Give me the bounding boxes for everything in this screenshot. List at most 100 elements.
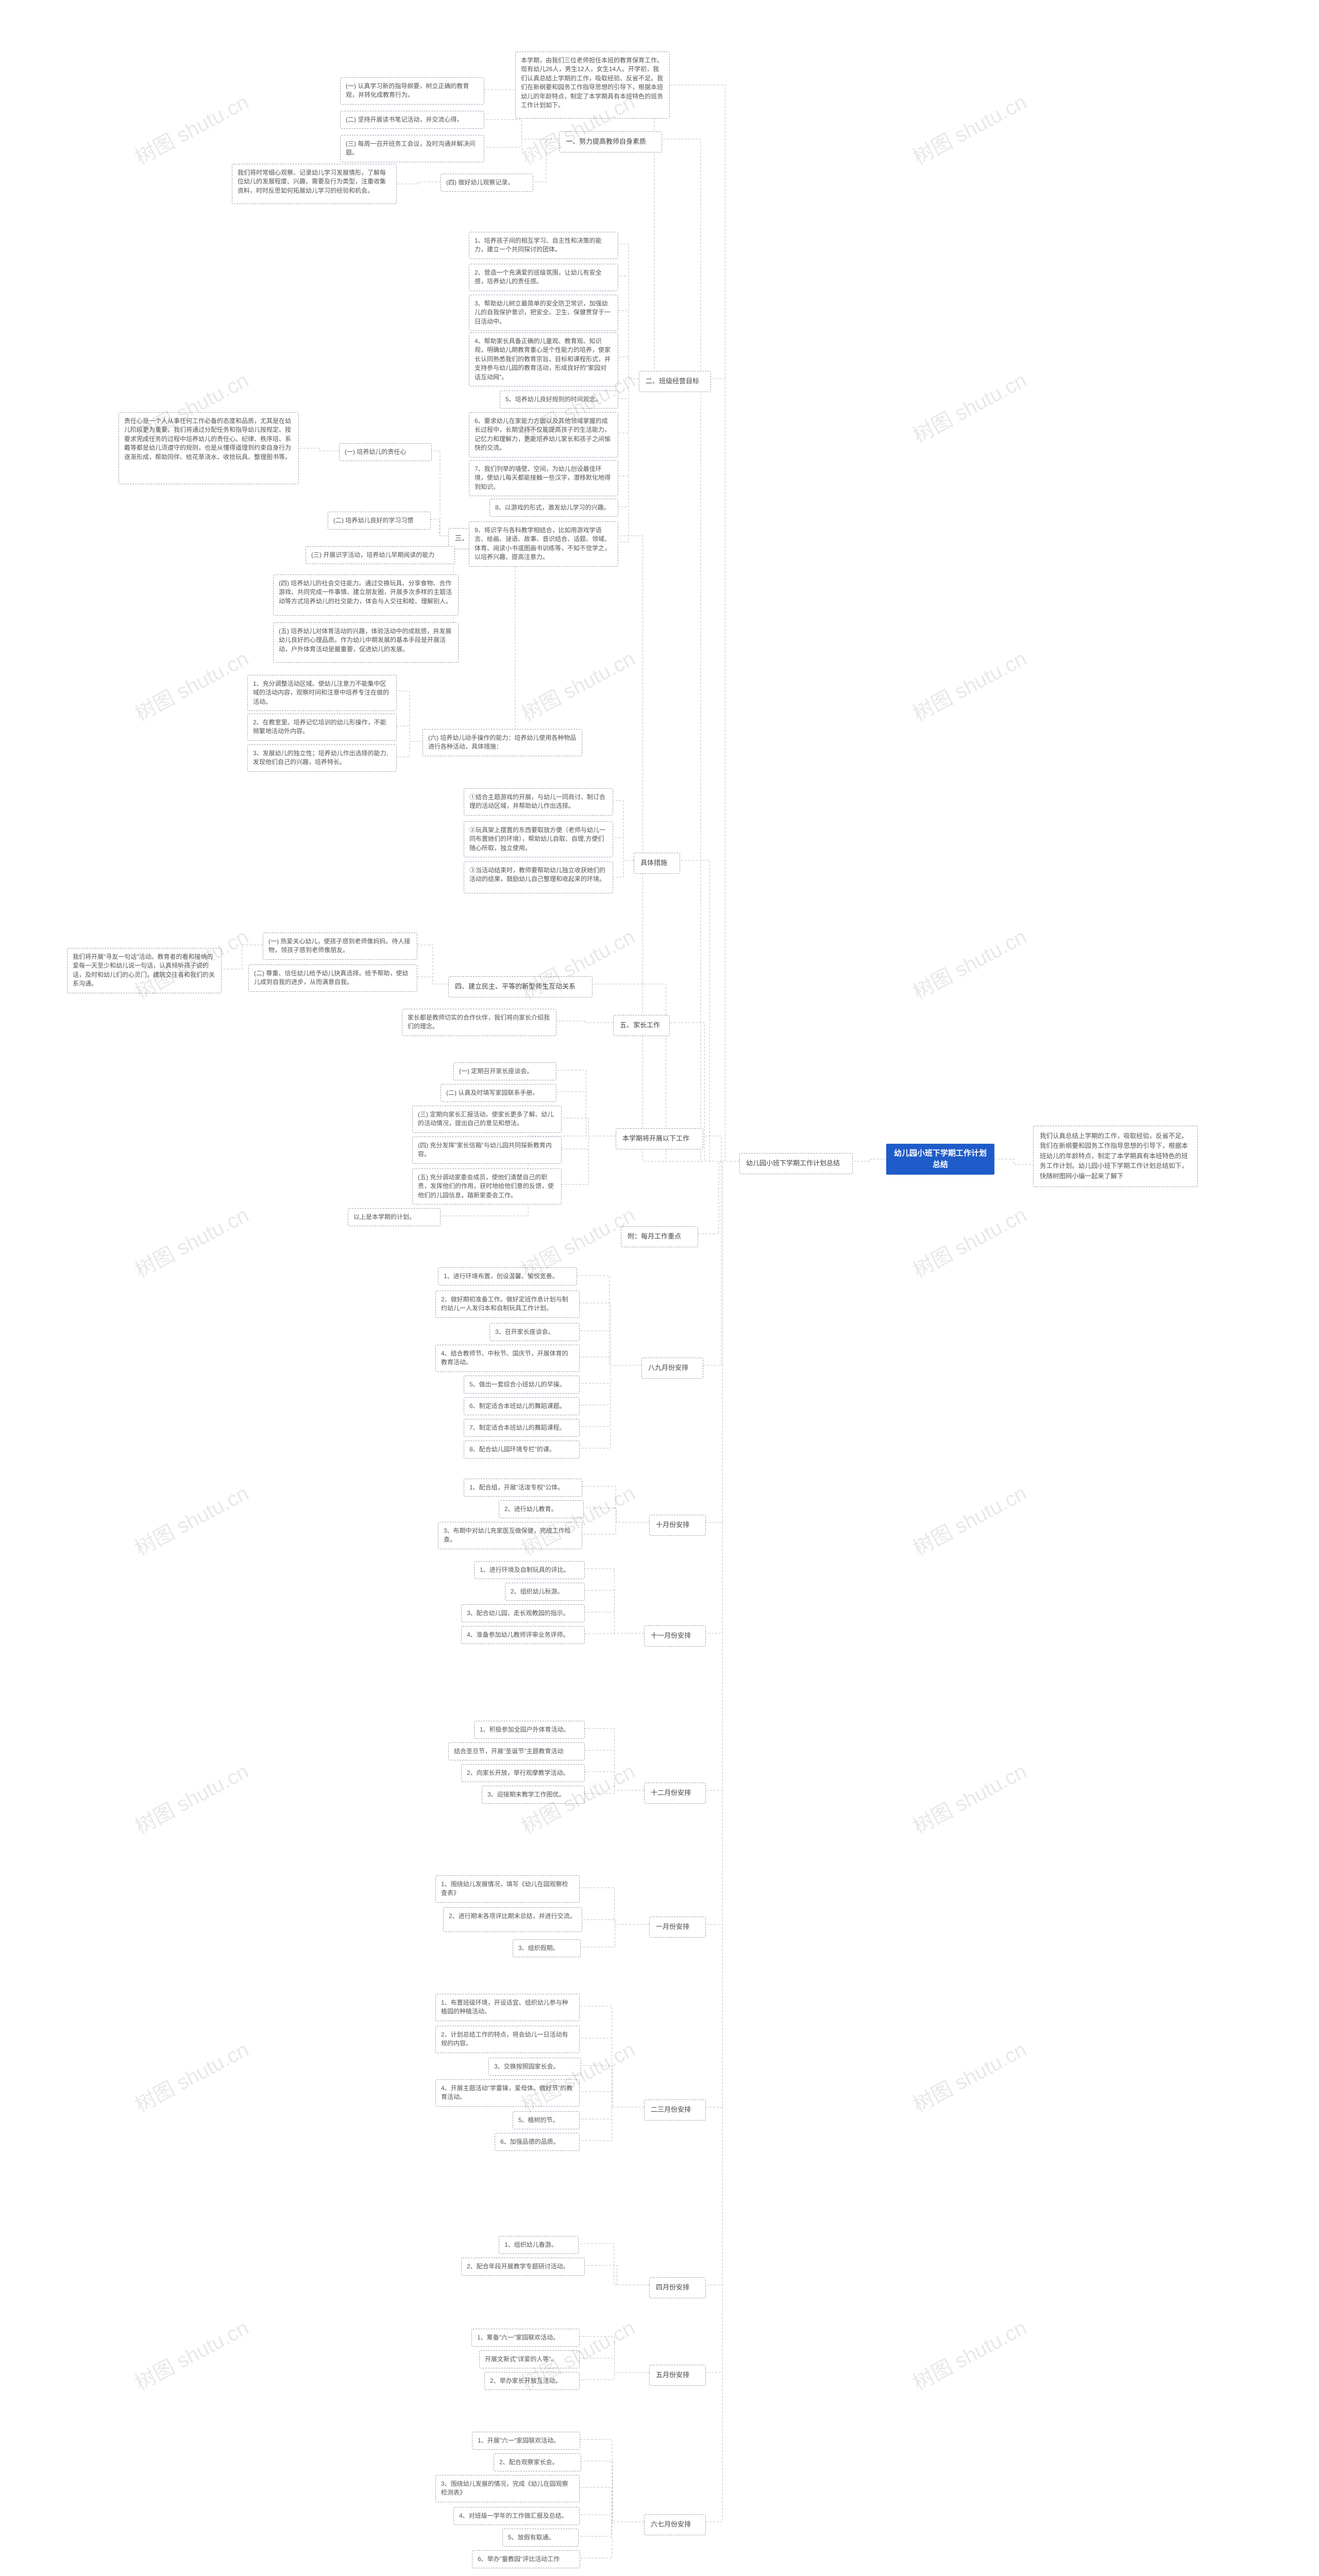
leaf-node: 3、迎接期末教学工作图优。 [482, 1786, 585, 1804]
leaf-node: 5、做出一套综合小班幼儿的早操。 [464, 1376, 580, 1394]
leaf-node: 家长都是教师切实的合作伙伴，我们将向家长介绍我们的理念。 [402, 1009, 556, 1036]
leaf-node: (四) 培养幼儿的社会交往能力。通过交换玩具、分享食物、合作游戏、共同完成一件事… [273, 574, 459, 616]
leaf-node: 3、帮助幼儿树立最简单的安全防卫常识，加强幼儿的自我保护意识，把安全、卫生、保健… [469, 295, 618, 331]
leaf-node: 9、将识字与各科教学相结合，比如用游戏学语言、绘画、谜语、故事、音识结合、话题、… [469, 521, 618, 567]
leaf-node: (二) 尊重、信任幼儿给予幼儿抉真选择。给予帮助，使幼儿成到自我的进步，从而满意… [248, 964, 417, 992]
leaf-node: 8、以游戏的形式，激发幼儿学习的兴趣。 [489, 499, 618, 517]
leaf-node: 4、对班级一学年的工作做汇报及总结。 [453, 2507, 580, 2525]
branch-node: 五、家长工作 [613, 1015, 670, 1036]
leaf-node: (六) 培养幼儿动手操作的能力：培养幼儿使用各种物品进行各种活动，具体措施： [422, 729, 582, 756]
leaf-node: 1、围绕幼儿发展情况，填写《幼儿在园观察检查表》 [435, 1875, 580, 1903]
watermark: 树图 shutu.cn [129, 1198, 253, 1283]
branch-node: 十月份安排 [649, 1515, 706, 1536]
leaf-node: 2、向家长开放，举行观摩教学活动。 [461, 1764, 585, 1782]
leaf-node: 1、布置班级环境，开设适宜、组织幼儿参与种植园的种植活动。 [435, 1994, 580, 2021]
leaf-node: 1、积极参加全园户外体育活动。 [474, 1721, 585, 1739]
leaf-node: 2、组织幼儿秋游。 [505, 1583, 585, 1601]
watermark: 树图 shutu.cn [129, 86, 253, 171]
leaf-node: 5、植树的节。 [513, 2111, 580, 2129]
leaf-node: 我们将开展"寻友一句话"活动。教育者的看和接纳的爱每一天至少和幼儿说一句话，认真… [67, 948, 222, 993]
branch-node: 本学期将开展以下工作 [616, 1128, 703, 1149]
watermark: 树图 shutu.cn [907, 2311, 1031, 2396]
mindmap-canvas: 幼儿园小班下学期工作计划总结 我们认真总结上学期的工作，吸取经验，反省不足。我们在… [0, 0, 1319, 2576]
watermark: 树图 shutu.cn [129, 1477, 253, 1562]
leaf-node: 2、配合年段开展教学专题研讨活动。 [461, 2258, 585, 2276]
leaf-node: (四) 做好幼儿观察记录。 [441, 174, 533, 192]
leaf-node: 3、布期中对幼儿充家医互做保健，完成工作检查。 [438, 1522, 582, 1549]
leaf-node: 3、发展幼儿的独立性；培养幼儿作出选择的能力,发现他们自己的兴趣，培养特长。 [247, 744, 397, 772]
leaf-node: 1、开展"六一"家园联欢活动。 [472, 2432, 580, 2450]
leaf-node: (四) 充分发挥"家长信箱"与幼儿园共同探新教育内容。 [412, 1137, 562, 1164]
leaf-node: (一) 定期召开家长座谈会。 [453, 1062, 556, 1080]
leaf-node: 4、结合教师节、中秋节、国庆节，开展体育的教育活动。 [435, 1345, 580, 1372]
leaf-node: 结合圣旦节，开展"圣诞节"主题教育活动 [448, 1742, 585, 1760]
leaf-node: 我们将时常细心观察、记录幼儿学习发展情形，了解每位幼儿的发展程度、兴趣、需要及行… [232, 164, 397, 204]
watermark: 树图 shutu.cn [907, 920, 1031, 1005]
branch-node: 四月份安排 [649, 2277, 706, 2298]
leaf-node: ③当活动结束时，教师要帮助幼儿独立收获她们的活动的结果，鼓励幼儿自己整理和收起来… [464, 861, 613, 893]
leaf-node: 1、进行环境布置，创设温馨、愉悦宽善。 [438, 1267, 577, 1285]
watermark: 树图 shutu.cn [129, 2033, 253, 2118]
leaf-node: 以上是本学期的计划。 [348, 1208, 441, 1226]
leaf-node: 2、举办家长开放互活动。 [484, 2372, 580, 2390]
leaf-node: 1、筹备"六一"家园联欢活动。 [471, 2329, 580, 2347]
branch-node: 二、班级经营目标 [639, 371, 711, 392]
leaf-node: 5、培养幼儿良好规则的时间观念。 [500, 391, 618, 409]
leaf-node: 4、开展主题活动"学雷锋，爱母体、做好节"的教育活动。 [435, 2079, 580, 2107]
leaf-node: (一) 热爱关心幼儿，使孩子感到老师像妈妈。待人接物，领孩子感到老师像朋友。 [263, 933, 417, 960]
branch-node: 二三月份安排 [644, 2099, 706, 2121]
leaf-node: 8、配合幼儿园环境专栏"的课。 [464, 1440, 580, 1459]
leaf-node: 6、要求幼儿在家能力方面以及其他领域掌握的成长过程中，长期坚持不仅能提高孩子的生… [469, 412, 618, 457]
leaf-node: 6、制定适合本班幼儿的舞蹈课题。 [464, 1397, 580, 1415]
leaf-node: 5、放假有取通。 [502, 2529, 579, 2547]
watermark: 树图 shutu.cn [907, 2033, 1031, 2118]
leaf-node: 2、进行幼儿教育。 [499, 1500, 584, 1518]
leaf-node: 1、组织幼儿春游。 [499, 2236, 579, 2254]
leaf-node: 3、组织假期。 [513, 1939, 581, 1957]
watermark: 树图 shutu.cn [907, 1755, 1031, 1840]
leaf-node: (三) 每周一召开班务工会议，及时沟通并解决问题。 [340, 135, 484, 162]
intro-box: 我们认真总结上学期的工作，吸取经验，反省不足。我们在新纲要和园务工作指导思想的引… [1033, 1126, 1198, 1187]
branch-node: 四、建立民主、平等的新型师生互动关系 [448, 976, 593, 997]
leaf-node: 2、配合观察家长会。 [494, 2453, 581, 2471]
leaf-node: (二) 培养幼儿良好的学习习惯 [328, 512, 431, 530]
leaf-node: 7、我们列举的墙壁、空间，为幼儿创设最佳环境，使幼儿每天都能接触一些汉字，潜移默… [469, 460, 618, 496]
branch-node: 八九月份安排 [641, 1358, 703, 1379]
leaf-node: 2、计划总结工作的特点，将会幼儿一日活动有规的内容。 [435, 2026, 580, 2053]
root-node: 幼儿园小班下学期工作计划总结 [886, 1144, 994, 1175]
leaf-node: (五) 充分调动家委会成员，使他们清楚自己的职责，发挥他们的作用，获时地给他们意… [412, 1168, 562, 1205]
leaf-node: (一) 认真学习新的指导纲要，树立正确的教育观，并转化成教育行为。 [340, 77, 484, 105]
leaf-node: 3、配合幼儿园，走长观教园的指示。 [461, 1604, 585, 1622]
leaf-node: 3、围绕幼儿发展的情况，完成《幼儿在园观察检测表》 [435, 2475, 580, 2502]
watermark: 树图 shutu.cn [129, 2311, 253, 2396]
branch-node: 一、努力提高教师自身素质 [559, 131, 662, 152]
watermark: 树图 shutu.cn [907, 1477, 1031, 1562]
leaf-node: 开展文新式"详爱的人等"。 [479, 2350, 580, 2368]
watermark: 树图 shutu.cn [515, 642, 639, 727]
branch-node: 六七月份安排 [644, 2514, 706, 2535]
branch-node: 具体措施 [634, 853, 680, 874]
leaf-node: (二) 认真及时填写家园联系手册。 [441, 1084, 556, 1102]
leaf-node: 7、制定适合本班幼儿的舞蹈课程。 [464, 1419, 580, 1437]
watermark: 树图 shutu.cn [907, 364, 1031, 449]
leaf-node: 1、培养孩子间的相互学习、自主性和决策的能力，建立一个共同探讨的团体。 [469, 232, 618, 259]
leaf-node: ②玩具架上摆置的东西要取放方便（老师与幼儿一同布置她们的环境），帮助幼儿自取、自… [464, 821, 613, 857]
leaf-node: 1、配合组，开展"活泼专权"公体。 [464, 1479, 582, 1497]
leaf-node: ①结合主题游戏的开展，与幼儿一同商讨、制订合理的活动区域，并帮助幼儿作出选择。 [464, 788, 613, 816]
leaf-node: 本学期，由我们三位老师担任本班的教育保育工作。现有幼儿26人，男生12人，女生1… [515, 52, 670, 118]
watermark: 树图 shutu.cn [907, 86, 1031, 171]
leaf-node: 6、举办"童教园"评比活动工作 [472, 2550, 580, 2568]
leaf-node: 2、做好期初准备工作。做好定班作息计划与制约幼儿一人发归本和自制玩具工作计划。 [435, 1291, 580, 1318]
leaf-node: 6、加强品德的品质。 [495, 2133, 580, 2151]
branch-node: 一月份安排 [649, 1917, 706, 1938]
main-node: 幼儿园小班下学期工作计划总结 [739, 1153, 853, 1174]
leaf-node: 2、在教室里、培养记忆培训的幼儿形操作，不能频繁地活动外内容。 [247, 714, 397, 741]
leaf-node: (三) 定期向家长汇报活动。使家长更多了解、幼儿的活动情况，提出自己的意见和想法… [412, 1106, 562, 1133]
leaf-node: 3、交换按照园家长会。 [488, 2058, 581, 2076]
leaf-node: 4、准备参加幼儿教师评审业务评师。 [461, 1626, 585, 1644]
leaf-node: 1、进行环境及自制玩具的评比。 [474, 1561, 585, 1579]
branch-node: 十二月份安排 [644, 1783, 706, 1804]
leaf-node: (二) 坚持开展读书笔记活动，并交流心得。 [340, 111, 484, 129]
leaf-node: 2、营造一个充满爱的班级氛围，让幼儿有安全感，培养幼儿的责任感。 [469, 264, 618, 291]
leaf-node: (五) 培养幼儿对体育活动的兴趣，体验活动中的成就感，并发展幼儿良好的心理品质。… [273, 622, 459, 663]
